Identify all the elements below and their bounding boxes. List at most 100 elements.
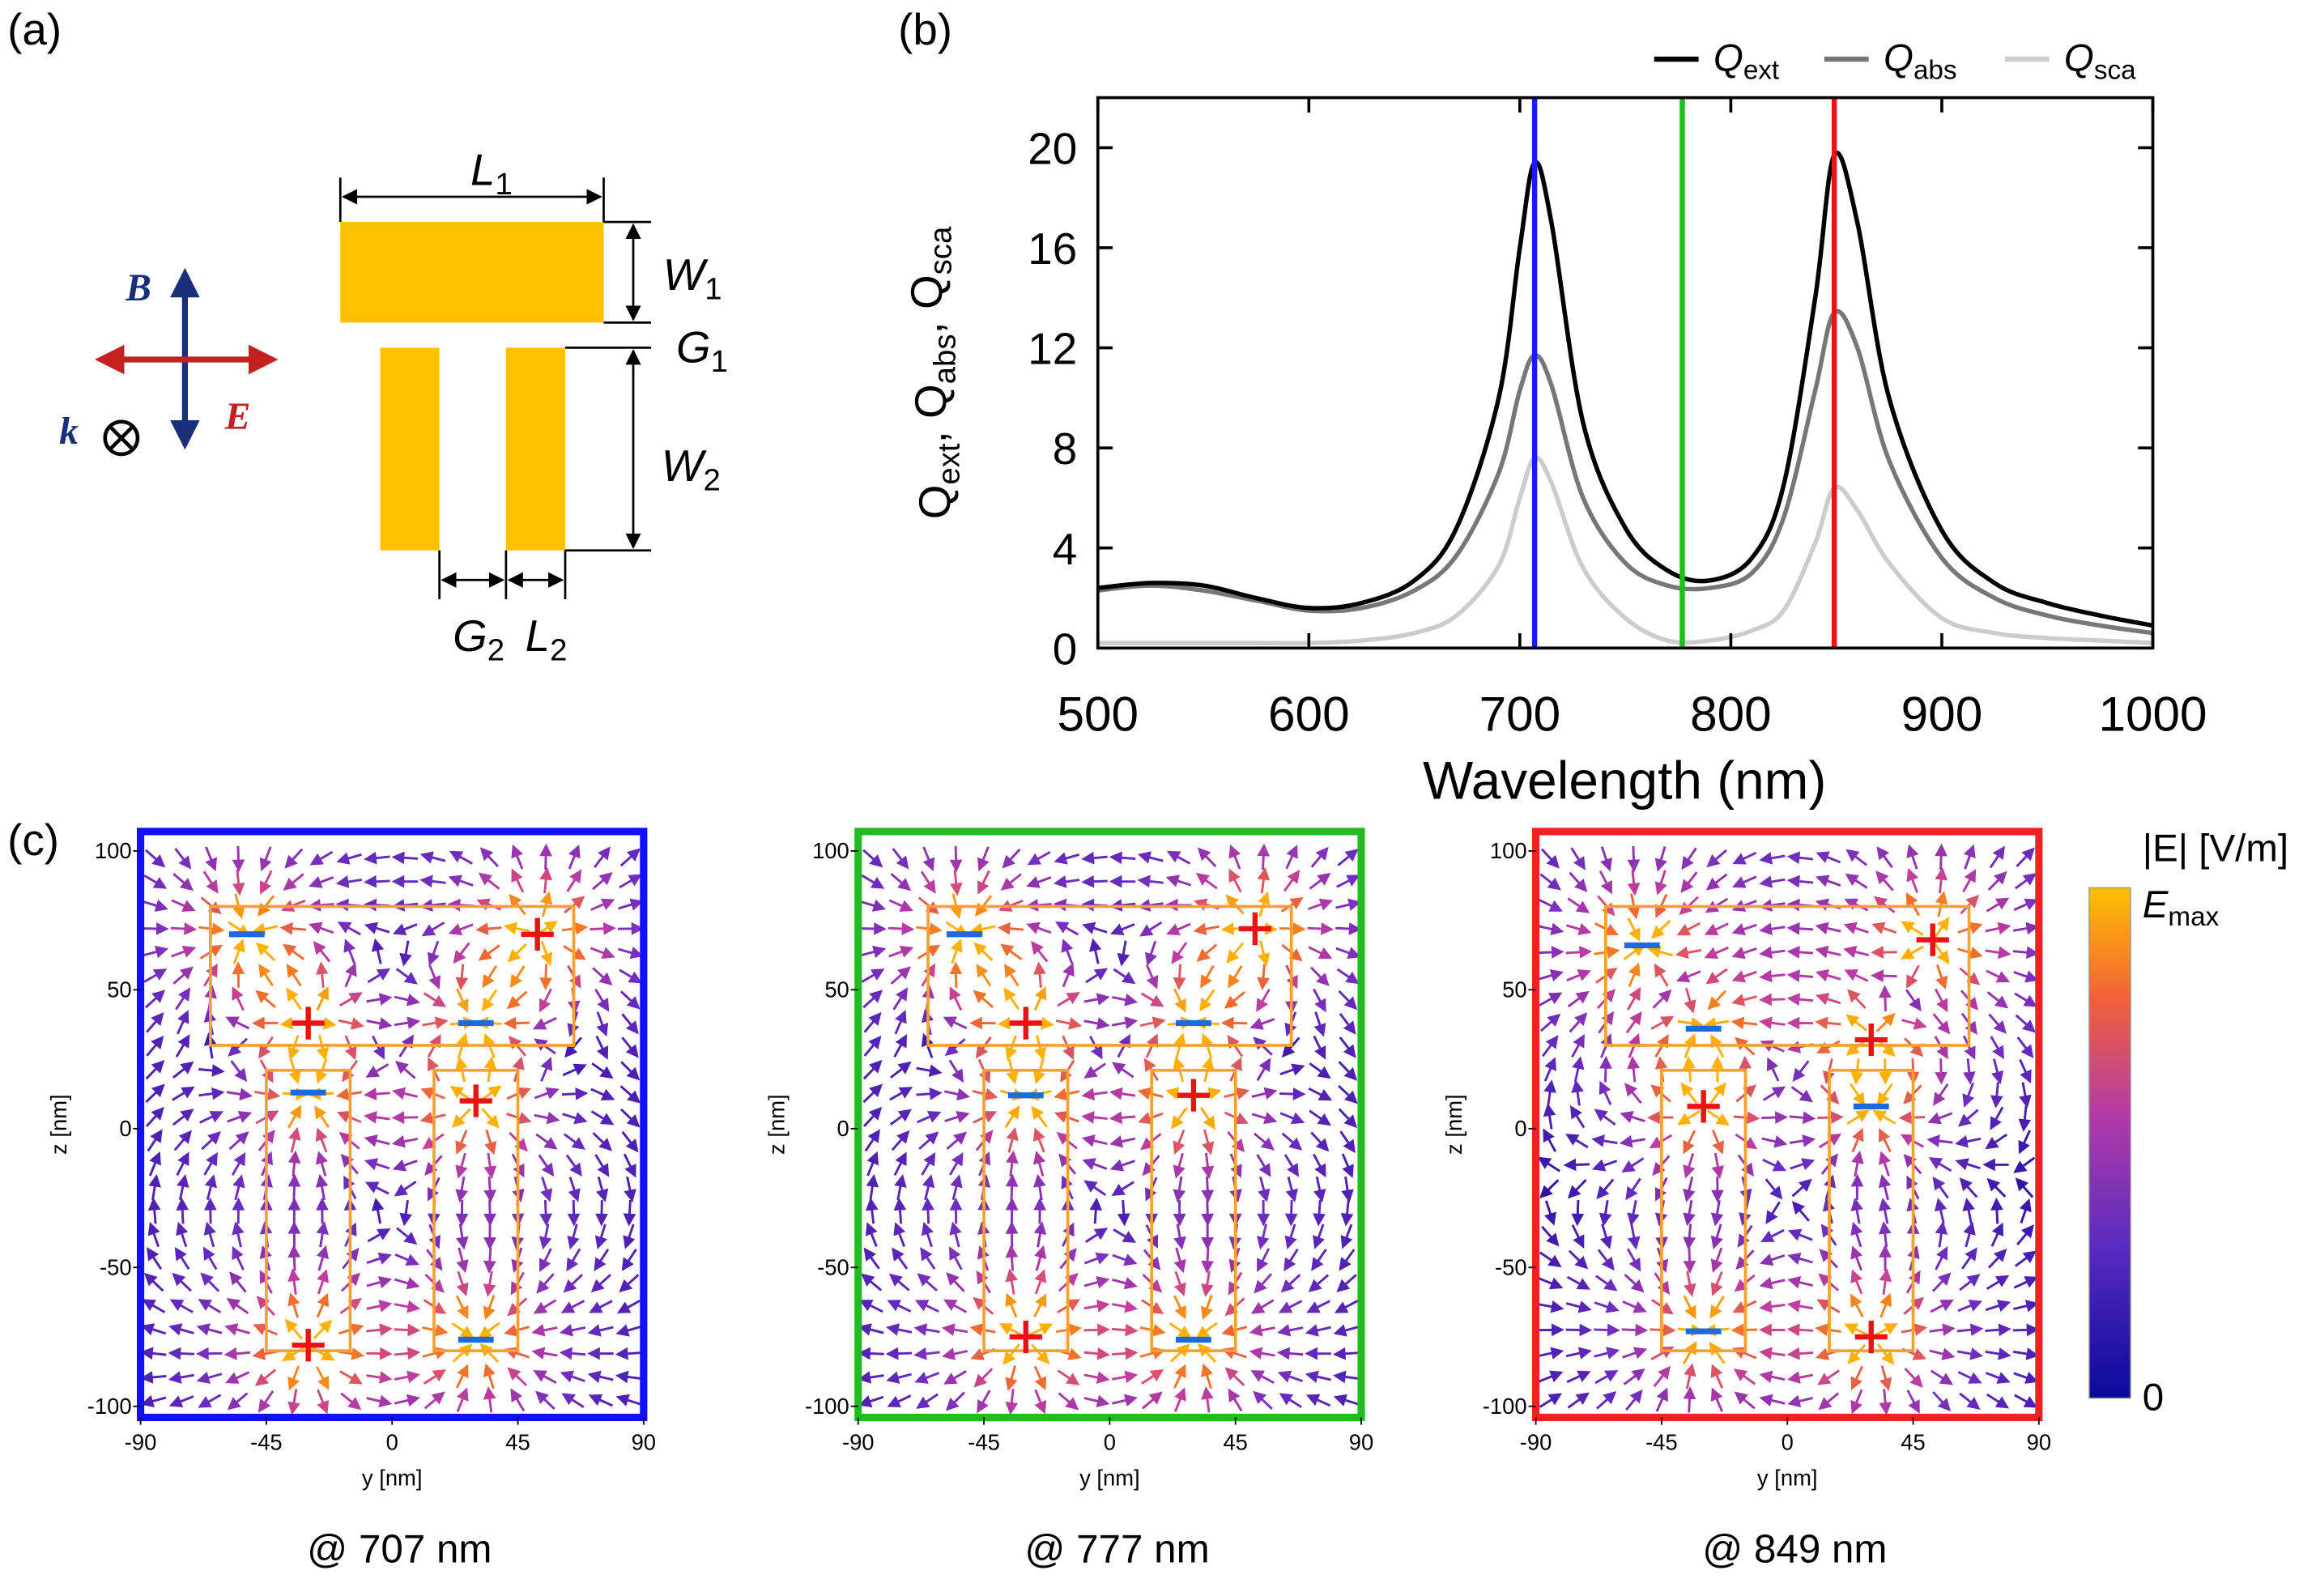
field-arrow [621, 1248, 637, 1271]
field-arrow [594, 846, 611, 868]
field-arrow [1228, 868, 1242, 893]
field-arrow [943, 1299, 968, 1313]
field-arrow [364, 1087, 390, 1100]
field-arrow [1731, 947, 1757, 960]
field-arrow [1201, 1270, 1214, 1297]
field-arrow [1313, 1200, 1326, 1227]
field-arrow [949, 1197, 963, 1224]
field-arrow [1621, 1323, 1649, 1337]
field-arrow [1815, 921, 1841, 935]
field-arrow [890, 1061, 912, 1079]
plus-charge [292, 1329, 325, 1362]
field-arrow [1850, 1221, 1863, 1248]
field-arrow [484, 1129, 497, 1156]
field-arrow [1957, 1300, 1983, 1313]
field-arrow [1313, 1224, 1325, 1249]
field-arrow [1228, 965, 1243, 989]
field-arrow [946, 1131, 968, 1150]
field-arrow [1341, 1176, 1354, 1203]
field-arrow [1201, 1363, 1213, 1390]
field-arrow [913, 1323, 940, 1336]
field-arrow [148, 1151, 161, 1177]
field-arrow [1031, 1105, 1048, 1128]
field-arrow [1031, 1343, 1050, 1364]
field-arrow [1173, 1247, 1186, 1274]
field-arrow [1569, 871, 1588, 892]
field-arrow [140, 1323, 167, 1336]
field-arrow [1085, 968, 1109, 984]
field-arrow [2013, 1156, 2036, 1173]
field-arrow [1624, 1274, 1645, 1293]
y-tick-label: -50 [100, 1254, 132, 1279]
field-arrow [1879, 1128, 1892, 1152]
field-arrow [619, 968, 642, 984]
field-arrow [419, 851, 446, 864]
field-arrow [1279, 1063, 1305, 1076]
field-arrow [1959, 1177, 1978, 1198]
field-arrow [452, 1108, 471, 1128]
field-arrow [394, 1277, 420, 1290]
field-arrow [421, 921, 445, 937]
field-arrow [1109, 1111, 1136, 1125]
field-arrow [1927, 1112, 1953, 1125]
field-arrow [533, 1370, 557, 1384]
field-arrow [942, 1347, 968, 1360]
field-arrow [144, 990, 166, 1009]
field-arrow [203, 1151, 218, 1176]
x-tick-label: 0 [1104, 1430, 1116, 1455]
field-arrow [1113, 968, 1136, 985]
panel-label: (a) [7, 4, 62, 54]
field-arrow [1257, 1200, 1271, 1227]
field-arrow [1683, 1295, 1696, 1320]
field-arrow [1731, 923, 1757, 936]
field-arrow [483, 1200, 496, 1227]
field-arrow [1766, 1057, 1780, 1082]
field-arrow [1338, 1084, 1358, 1104]
field-arrow [617, 922, 645, 935]
field-arrow [1254, 1132, 1275, 1151]
field-arrow [1307, 898, 1334, 911]
field-arrow [1988, 1013, 2007, 1034]
field-arrow [1654, 846, 1667, 872]
field-arrow [1310, 1131, 1330, 1152]
field-arrow [1249, 1347, 1275, 1360]
field-arrow [284, 1318, 304, 1340]
field-arrow [1733, 1368, 1756, 1385]
field-arrow [258, 1036, 275, 1059]
field-arrow [391, 875, 419, 888]
field-arrow [1054, 921, 1079, 936]
field-arrow [1567, 897, 1590, 913]
x-tick-label: 500 [1057, 687, 1139, 742]
field-arrow [316, 986, 329, 1011]
field-arrow [478, 944, 500, 961]
field-arrow [1280, 1274, 1301, 1293]
field-arrow [1202, 1129, 1215, 1156]
field-arrow [284, 848, 304, 869]
field-arrow [865, 1197, 879, 1224]
field-arrow [1985, 1347, 2011, 1360]
field-arrow [1249, 1324, 1275, 1337]
field-arrow [540, 1177, 553, 1202]
field-arrow [176, 1197, 189, 1224]
field-arrow [1982, 1158, 2009, 1172]
field-arrow [1846, 1109, 1870, 1126]
y-axis-label: z [nm] [46, 1094, 71, 1155]
field-arrow [977, 870, 990, 895]
field-arrow [1056, 1017, 1083, 1030]
field-arrow [1225, 894, 1245, 915]
structure-outline [926, 904, 1293, 1047]
field-arrow [1277, 1370, 1303, 1383]
field-arrow [1117, 1200, 1130, 1227]
field-arrow [887, 1300, 912, 1313]
field-arrow [177, 1174, 189, 1201]
field-arrow [1904, 1037, 1924, 1058]
field-arrow [364, 898, 390, 912]
field-arrow [1026, 876, 1052, 888]
field-arrow [1597, 1249, 1615, 1271]
field-arrow [228, 1037, 249, 1057]
field-map: -90 -45 0 45 90 -100 -50 0 50 100 y [nm] z [nm] @ 84… [1441, 828, 2051, 1572]
field-arrow [1906, 964, 1920, 989]
field-arrow [1109, 1159, 1135, 1172]
field-arrow [1759, 946, 1786, 960]
field-arrow [1962, 1198, 1975, 1224]
